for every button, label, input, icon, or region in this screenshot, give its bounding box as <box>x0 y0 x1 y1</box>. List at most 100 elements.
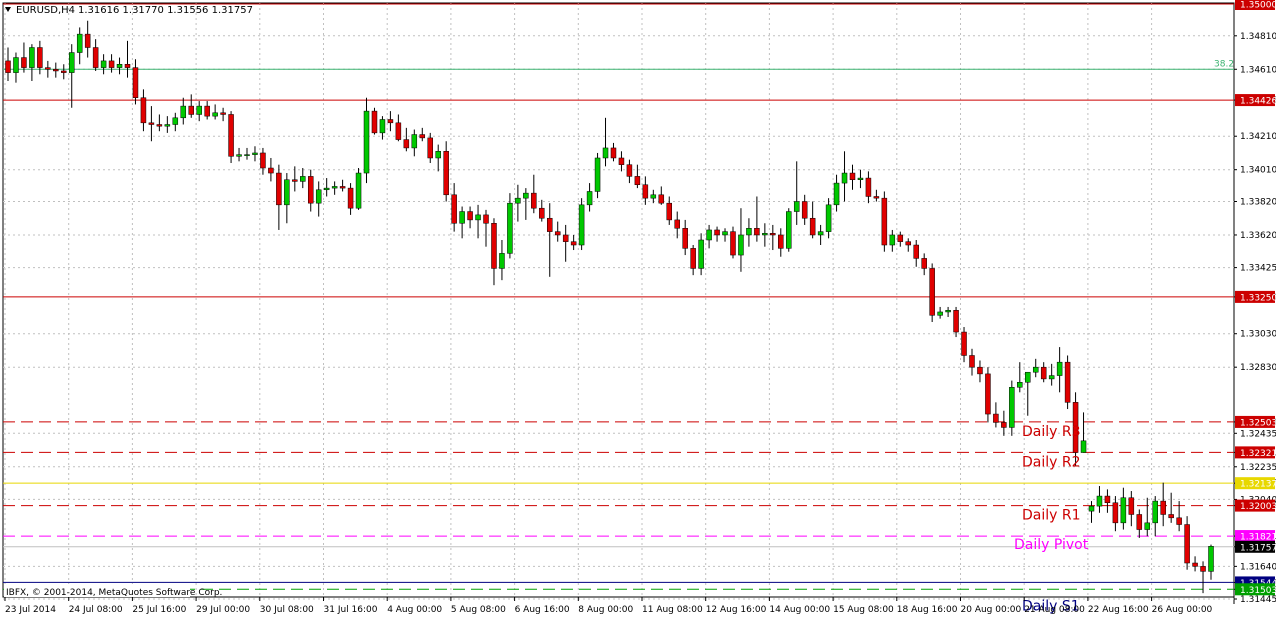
candle[interactable] <box>921 253 927 276</box>
candle[interactable] <box>451 183 457 232</box>
candle[interactable] <box>244 147 250 160</box>
candle[interactable] <box>13 52 19 83</box>
candle[interactable] <box>666 196 673 225</box>
candle[interactable] <box>459 206 465 239</box>
candle[interactable] <box>953 306 959 338</box>
candle[interactable] <box>148 106 155 142</box>
candle[interactable] <box>1009 380 1015 436</box>
candle[interactable] <box>204 101 210 120</box>
candle[interactable] <box>658 186 665 205</box>
candle[interactable] <box>491 218 497 286</box>
candle[interactable] <box>642 176 649 205</box>
candle[interactable] <box>754 196 760 242</box>
candle[interactable] <box>188 94 194 118</box>
candle[interactable] <box>1017 362 1023 393</box>
candle[interactable] <box>483 209 489 247</box>
candle[interactable] <box>116 57 123 75</box>
candle[interactable] <box>1120 487 1127 530</box>
candle[interactable] <box>1128 491 1135 527</box>
candle[interactable] <box>92 39 99 71</box>
candle[interactable] <box>706 224 712 249</box>
candle[interactable] <box>260 147 266 175</box>
candle[interactable] <box>315 181 322 217</box>
candle[interactable] <box>897 231 904 247</box>
candle[interactable] <box>873 189 880 202</box>
candle[interactable] <box>1025 371 1031 416</box>
candle[interactable] <box>1112 496 1119 532</box>
candle[interactable] <box>554 221 561 242</box>
candle[interactable] <box>124 40 131 78</box>
candle[interactable] <box>1088 501 1095 523</box>
candle[interactable] <box>1168 492 1174 523</box>
candle[interactable] <box>833 174 840 212</box>
candle[interactable] <box>196 101 202 122</box>
candle[interactable] <box>307 169 314 212</box>
candle[interactable] <box>1144 497 1151 537</box>
candle[interactable] <box>562 224 569 262</box>
candle[interactable] <box>889 229 896 252</box>
candle[interactable] <box>1040 362 1047 383</box>
candle[interactable] <box>570 234 577 251</box>
candle[interactable] <box>331 181 338 195</box>
candle[interactable] <box>634 164 641 189</box>
candle[interactable] <box>1064 355 1071 410</box>
candle[interactable] <box>84 20 91 58</box>
candle[interactable] <box>698 233 704 276</box>
candle[interactable] <box>786 208 792 252</box>
candle[interactable] <box>730 226 736 259</box>
candle[interactable] <box>292 166 298 192</box>
candle[interactable] <box>379 116 386 140</box>
candle[interactable] <box>515 184 521 222</box>
candle[interactable] <box>443 141 449 202</box>
candle[interactable] <box>610 142 617 162</box>
candle[interactable] <box>411 129 418 157</box>
candle[interactable] <box>140 89 147 132</box>
candle[interactable] <box>1032 358 1039 378</box>
candle[interactable] <box>132 59 139 105</box>
candle[interactable] <box>977 360 983 383</box>
candle[interactable] <box>993 402 999 428</box>
candle[interactable] <box>5 47 11 81</box>
candle[interactable] <box>1176 501 1182 532</box>
candle[interactable] <box>339 179 346 192</box>
candle[interactable] <box>809 201 816 239</box>
candle[interactable] <box>857 169 864 189</box>
candle[interactable] <box>539 199 545 222</box>
candle[interactable] <box>475 204 481 239</box>
candle[interactable] <box>100 54 107 75</box>
candle[interactable] <box>507 193 513 259</box>
candle[interactable] <box>212 104 218 120</box>
candle[interactable] <box>499 239 505 281</box>
candle[interactable] <box>1048 363 1055 386</box>
candle[interactable] <box>929 263 935 323</box>
candle[interactable] <box>1160 482 1166 527</box>
candle[interactable] <box>762 223 768 247</box>
candle[interactable] <box>626 159 633 184</box>
candle[interactable] <box>172 112 179 132</box>
candle[interactable] <box>300 168 306 189</box>
candle[interactable] <box>29 44 35 81</box>
candle[interactable] <box>1208 544 1214 580</box>
candle[interactable] <box>961 327 967 363</box>
candle[interactable] <box>467 206 473 229</box>
candle[interactable] <box>1104 489 1111 513</box>
candle[interactable] <box>674 211 680 239</box>
candle[interactable] <box>770 224 776 251</box>
candle[interactable] <box>746 218 752 247</box>
candle[interactable] <box>817 224 824 246</box>
candle[interactable] <box>985 367 991 423</box>
candle[interactable] <box>690 245 696 276</box>
candle[interactable] <box>164 116 171 133</box>
candle[interactable] <box>68 44 75 108</box>
candle[interactable] <box>323 178 330 197</box>
candle[interactable] <box>403 127 410 152</box>
candle[interactable] <box>865 171 872 204</box>
candle[interactable] <box>108 54 115 73</box>
candlestick-series[interactable] <box>5 20 1214 594</box>
price-axis[interactable]: 1.34810 1.34610 1.34426 1.34210 1.34010 1.338… <box>1234 0 1276 605</box>
candle[interactable] <box>881 191 888 252</box>
candle[interactable] <box>594 152 601 199</box>
candle[interactable] <box>1056 347 1063 393</box>
candle[interactable] <box>1001 410 1007 436</box>
candle[interactable] <box>427 132 433 164</box>
